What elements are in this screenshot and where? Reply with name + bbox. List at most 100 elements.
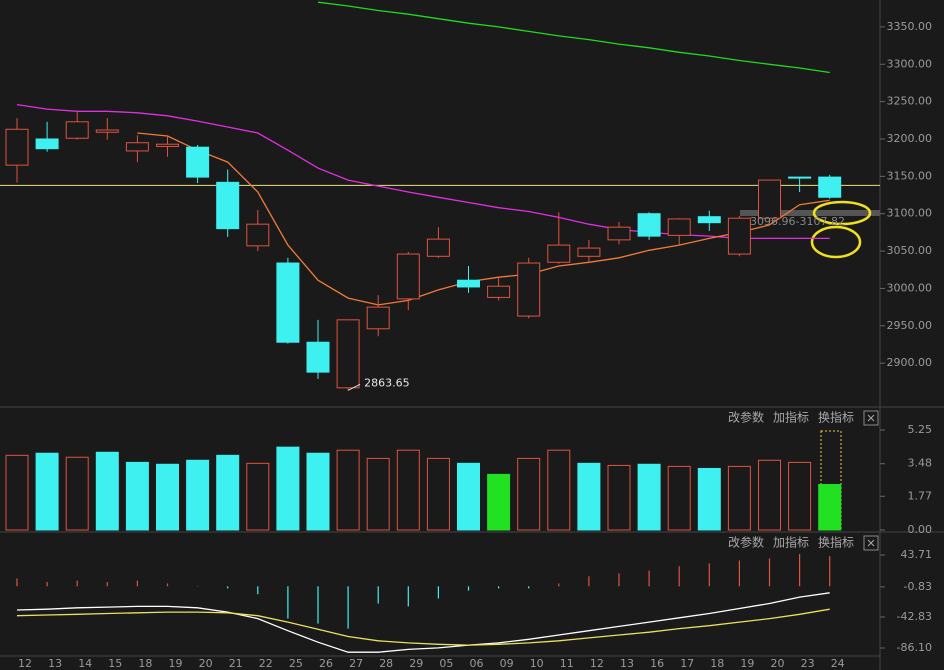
volume-bar — [65, 456, 89, 531]
x-tick-label: 22 — [259, 657, 273, 670]
volume-bar — [426, 457, 450, 531]
y-tick-label: -42.83 — [897, 610, 932, 623]
candle-body — [306, 341, 330, 373]
annotation: 2863.65 — [364, 376, 410, 389]
candle-body — [336, 319, 360, 389]
x-tick-label: 12 — [18, 657, 32, 670]
y-tick-label: 1.77 — [908, 489, 933, 502]
y-tick-label: 3.48 — [908, 457, 933, 470]
volume-bar — [517, 457, 541, 531]
candle-body — [457, 279, 480, 288]
candle-body — [426, 238, 450, 257]
volume-bar — [35, 452, 59, 531]
highlight-ellipse — [810, 225, 862, 259]
volume-bar — [788, 461, 812, 531]
x-tick-label: 21 — [229, 657, 243, 670]
volume-bar — [246, 462, 270, 531]
candle-body — [577, 247, 601, 257]
x-tick-label: 26 — [319, 657, 333, 670]
volume-bar — [306, 452, 330, 531]
toolbar-button[interactable]: 改参数 — [728, 410, 764, 425]
y-tick-label: 0.00 — [908, 523, 933, 536]
volume-bar — [276, 446, 300, 531]
y-tick-label: 3050.00 — [887, 244, 933, 257]
candle-body — [758, 179, 781, 219]
y-tick-label: 2900.00 — [887, 356, 933, 369]
x-tick-label: 20 — [771, 657, 785, 670]
candle-body — [788, 176, 812, 179]
volume-bar — [125, 461, 149, 531]
y-tick-label: 3300.00 — [887, 57, 933, 70]
x-tick-label: 28 — [379, 657, 393, 670]
volume-bar — [95, 451, 119, 531]
x-tick-label: 13 — [48, 657, 62, 670]
volume-bar — [336, 449, 360, 531]
candle-body — [35, 138, 59, 150]
y-tick-label: 3250.00 — [887, 95, 933, 108]
candle-body — [246, 223, 270, 247]
x-tick-label: 17 — [680, 657, 694, 670]
y-tick-label: 2950.00 — [887, 319, 933, 332]
volume-bar — [637, 463, 661, 531]
volume-bar — [366, 457, 390, 531]
candle-body — [65, 121, 89, 139]
range-label: 3096.96-3107.82 — [750, 215, 845, 228]
x-tick-label: 10 — [530, 657, 544, 670]
toolbar-button[interactable]: 改参数 — [728, 535, 764, 550]
candle-body — [607, 226, 631, 241]
candle-body — [697, 216, 721, 224]
x-tick-label: 29 — [409, 657, 423, 670]
x-tick-label: 18 — [138, 657, 152, 670]
candle-body — [95, 129, 119, 133]
volume-bar — [156, 463, 179, 531]
candle-body — [547, 244, 571, 263]
y-tick-label: 3350.00 — [887, 20, 933, 33]
candle-body — [125, 142, 149, 152]
x-tick-label: 12 — [590, 657, 604, 670]
x-tick-label: 24 — [831, 657, 845, 670]
highlight-ellipse — [812, 200, 872, 226]
toolbar-button[interactable]: 换指标 — [818, 535, 854, 550]
x-tick-label: 23 — [801, 657, 815, 670]
candle-body — [727, 217, 751, 255]
y-tick-label: 5.25 — [908, 423, 933, 436]
candle-body — [667, 218, 691, 236]
x-tick-label: 27 — [349, 657, 363, 670]
candle-body — [396, 253, 420, 300]
line-series — [16, 592, 830, 653]
candle-body — [366, 306, 390, 330]
x-tick-label: 19 — [169, 657, 183, 670]
volume-bar — [607, 464, 631, 531]
toolbar-button[interactable]: 加指标 — [773, 535, 809, 550]
toolbar-button[interactable]: 加指标 — [773, 410, 809, 425]
candle-body — [156, 143, 179, 147]
x-tick-label: 09 — [500, 657, 514, 670]
candle-body — [818, 176, 842, 198]
line-series — [16, 608, 830, 646]
candle-body — [276, 262, 300, 343]
candle-body — [517, 262, 541, 317]
volume-bar — [577, 462, 601, 531]
candle-body — [5, 128, 29, 166]
x-tick-label: 14 — [78, 657, 92, 670]
y-tick-label: -0.83 — [904, 580, 932, 593]
close-button[interactable] — [863, 535, 879, 551]
candle-body — [216, 181, 240, 230]
toolbar-button[interactable]: 换指标 — [818, 410, 854, 425]
volume-bar — [818, 483, 842, 531]
y-tick-label: 43.71 — [901, 548, 933, 561]
line-series — [16, 103, 830, 240]
volume-bar — [5, 454, 29, 531]
x-tick-label: 25 — [289, 657, 303, 670]
volume-bar — [487, 473, 511, 531]
volume-bar — [547, 449, 571, 531]
y-tick-label: 3150.00 — [887, 169, 933, 182]
x-tick-label: 19 — [740, 657, 754, 670]
x-tick-label: 13 — [620, 657, 634, 670]
y-tick-label: 3200.00 — [887, 132, 933, 145]
x-tick-label: 11 — [560, 657, 574, 670]
x-tick-label: 20 — [199, 657, 213, 670]
close-button[interactable] — [863, 410, 879, 426]
